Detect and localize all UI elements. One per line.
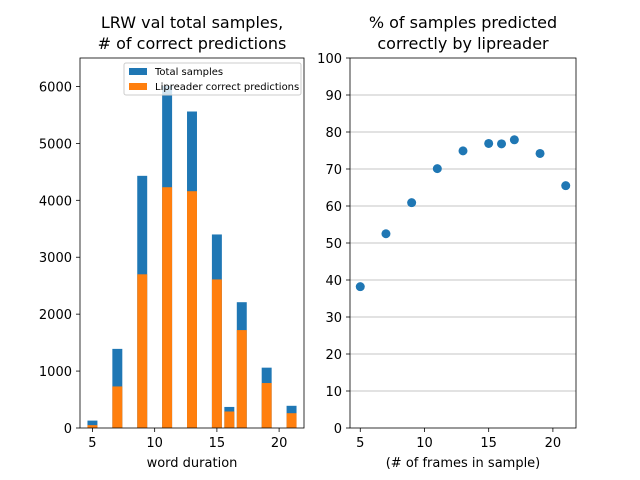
right-xtick-label-10: 10 [416,436,433,451]
bar-correct-21 [286,413,297,428]
left-ytick-label-5000: 5000 [39,137,72,152]
left-xtick-label-5: 5 [88,436,96,451]
left-legend [123,62,302,96]
bar-correct-17 [236,330,247,428]
scatter-point-13 [458,146,468,156]
left-ytick-label-0: 0 [64,422,72,437]
bar-correct-19 [261,383,272,428]
left-plot-area: 5 10 15 20 0 1000 2000 3000 4000 5000 6000 Total sa… [39,57,305,451]
scatter-point-15 [484,138,494,148]
left-xtick-label-20: 20 [271,436,288,451]
legend-label-correct: Lipreader correct predictions [155,82,299,93]
bar-correct-13 [187,191,197,428]
bar-correct-11 [162,187,173,428]
left-chart-title-line-1: LRW val total samples, [101,13,283,32]
left-plot-frame [79,57,305,429]
scatter-point-7 [381,229,391,239]
bar-correct-16 [224,411,235,428]
scatter-point-16 [497,139,507,149]
right-chart-title-line-2: correctly by lipreader [377,34,549,53]
legend-swatch-total [129,68,147,75]
left-xtick-label-10: 10 [146,436,163,451]
scatter-point-11 [432,164,442,174]
scatter-point-21 [561,181,571,191]
right-xtick-label-5: 5 [356,436,364,451]
left-chart-xlabel: word duration [147,456,238,471]
bar-correct-5 [87,425,98,428]
right-plot-area: 5 10 15 20 0 10 20 30 40 50 60 70 80 90 100 [317,52,577,451]
right-chart-xlabel: (# of frames in sample) [386,456,541,471]
left-ytick-label-2000: 2000 [39,308,72,323]
right-ytick-label-0: 0 [334,422,342,437]
right-xtick-label-20: 20 [545,436,562,451]
right-ytick-label-60: 60 [325,200,342,215]
right-ytick-label-20: 20 [325,348,342,363]
left-chart-title-line-2: # of correct predictions [98,34,287,53]
right-ytick-label-70: 70 [325,163,342,178]
right-ytick-label-40: 40 [325,274,342,289]
scatter-point-17 [509,135,519,145]
left-ytick-label-1000: 1000 [39,365,72,380]
right-xtick-label-15: 15 [480,436,497,451]
legend-swatch-correct [129,83,147,90]
bar-correct-9 [137,274,148,428]
left-xtick-label-15: 15 [209,436,226,451]
bar-correct-15 [211,279,222,428]
scatter-point-9 [407,198,417,208]
right-ytick-label-10: 10 [325,385,342,400]
right-ytick-label-80: 80 [325,126,342,141]
bar-total-5 [87,420,98,428]
right-ytick-label-90: 90 [325,89,342,104]
right-chart: % of samples predicted correctly by lipr… [317,13,577,471]
right-ytick-label-100: 100 [317,52,342,67]
right-chart-title-line-1: % of samples predicted [369,13,557,32]
left-ytick-label-4000: 4000 [39,194,72,209]
legend-label-total: Total samples [154,67,223,78]
left-chart: LRW val total samples, # of correct pred… [39,13,305,471]
right-ytick-label-50: 50 [325,237,342,252]
right-ytick-label-30: 30 [325,311,342,326]
scatter-point-5 [355,282,365,292]
scatter-point-19 [535,148,545,158]
left-ytick-label-3000: 3000 [39,251,72,266]
bar-correct-7 [112,386,123,428]
left-ytick-label-6000: 6000 [39,80,72,95]
